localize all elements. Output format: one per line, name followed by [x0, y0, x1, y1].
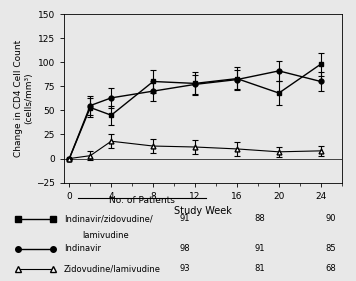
Text: 81: 81	[255, 264, 265, 273]
Text: No. of Patients: No. of Patients	[109, 196, 176, 205]
Y-axis label: Change in CD4 Cell Count
(cells/mm³): Change in CD4 Cell Count (cells/mm³)	[14, 40, 33, 157]
Text: 91: 91	[255, 244, 265, 253]
Text: 93: 93	[180, 264, 190, 273]
Text: 91: 91	[180, 214, 190, 223]
Text: 85: 85	[326, 244, 336, 253]
Text: lamivudine: lamivudine	[82, 231, 129, 240]
Text: 98: 98	[180, 244, 190, 253]
X-axis label: Study Week: Study Week	[174, 206, 232, 216]
Text: 90: 90	[326, 214, 336, 223]
Text: Zidovudine/lamivudine: Zidovudine/lamivudine	[64, 264, 161, 273]
Text: 68: 68	[326, 264, 336, 273]
Text: Indinavir: Indinavir	[64, 244, 101, 253]
Text: Indinavir/zidovudine/: Indinavir/zidovudine/	[64, 214, 153, 223]
Text: 88: 88	[255, 214, 265, 223]
